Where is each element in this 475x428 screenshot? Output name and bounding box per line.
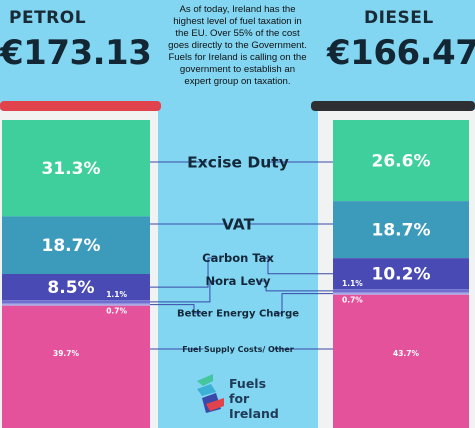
taxation-note-line: government to establish an (179, 64, 296, 75)
bar-segment-carbon-diesel (333, 258, 469, 290)
diesel-price: €166.47 (327, 33, 475, 73)
diesel-pump-cap (311, 101, 475, 111)
taxation-note-line: highest level of fuel taxation in (173, 16, 302, 27)
legend-label-vat: VAT (222, 216, 255, 234)
logo-line-3: Ireland (229, 406, 279, 421)
taxation-note-line: expert group on taxation. (184, 76, 291, 87)
taxation-note-line: Fuels for Ireland is calling on the (168, 52, 307, 63)
legend-label-nora: Nora Levy (205, 274, 271, 288)
value-label-vat-diesel: 18.7% (372, 221, 431, 241)
value-label-carbon-diesel: 10.2% (372, 265, 431, 285)
taxation-note-line: the EU. Over 55% of the cost (175, 28, 300, 39)
bar-segment-vat-petrol (2, 216, 150, 274)
value-label-better-diesel: 0.7% (342, 296, 363, 305)
value-label-nora-diesel: 1.1% (342, 279, 363, 288)
connector-line-carbon (150, 257, 333, 288)
fuels-for-ireland-logo-icon (197, 374, 224, 413)
bar-segment-better-petrol (2, 303, 150, 306)
bar-segment-vat-diesel (333, 201, 469, 259)
legend-label-supply: Fuel Supply Costs/ Other (182, 345, 294, 354)
value-label-supply-petrol: 39.7% (53, 349, 80, 358)
connector-line-better (150, 293, 333, 314)
logo-line-2: for (229, 391, 250, 406)
value-label-excise-petrol: 31.3% (42, 159, 101, 179)
value-label-supply-diesel: 43.7% (393, 349, 420, 358)
bar-segment-excise-diesel (333, 120, 469, 202)
logo-line-1: Fuels (229, 376, 267, 391)
taxation-note-line: goes directly to the Government. (168, 40, 307, 51)
logo-wordmark: Fuels for Ireland (229, 376, 279, 421)
bar-segment-better-diesel (333, 292, 469, 295)
taxation-note: As of today, Ireland has the highest lev… (145, 4, 330, 88)
value-label-nora-petrol: 1.1% (106, 290, 127, 299)
bar-segment-supply-petrol (2, 305, 150, 428)
bar-segment-nora-diesel (333, 289, 469, 293)
petrol-pump-cap (0, 101, 161, 111)
connector-line-nora (150, 280, 333, 303)
bar-segment-excise-petrol (2, 120, 150, 217)
legend-label-better: Better Energy Charge (177, 309, 299, 320)
value-label-excise-diesel: 26.6% (372, 152, 431, 172)
bar-segment-carbon-petrol (2, 274, 150, 301)
petrol-price: €173.13 (0, 33, 152, 73)
value-label-carbon-petrol: 8.5% (47, 278, 94, 298)
legend-label-excise: Excise Duty (187, 154, 289, 172)
value-label-better-petrol: 0.7% (106, 307, 127, 316)
taxation-note-line: As of today, Ireland has the (179, 4, 296, 15)
value-label-vat-petrol: 18.7% (42, 236, 101, 256)
legend-label-carbon: Carbon Tax (202, 251, 274, 265)
bar-segment-supply-diesel (333, 294, 469, 428)
diesel-title: DIESEL (364, 8, 434, 28)
petrol-title: PETROL (9, 8, 87, 28)
bar-segment-nora-petrol (2, 300, 150, 304)
